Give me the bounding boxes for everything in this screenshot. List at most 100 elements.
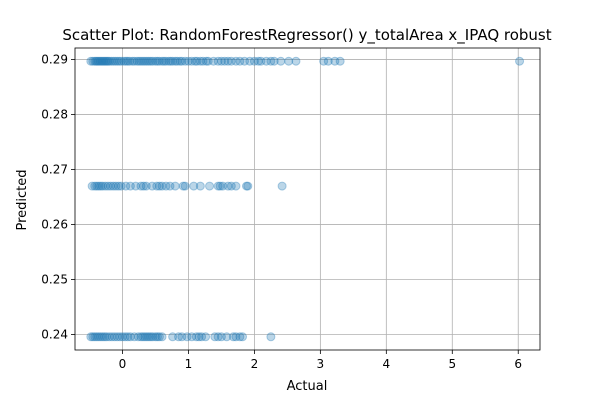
scatter-point	[90, 181, 100, 191]
scatter-point	[142, 56, 152, 66]
scatter-point	[139, 181, 149, 191]
scatter-point	[147, 181, 157, 191]
scatter-point	[112, 332, 122, 342]
scatter-point	[249, 56, 259, 66]
scatter-point	[170, 181, 180, 191]
x-tick-label: 3	[317, 357, 325, 371]
scatter-point	[148, 56, 158, 66]
x-tick-label: 6	[514, 357, 522, 371]
scatter-point	[172, 56, 182, 66]
scatter-point	[201, 332, 211, 342]
scatter-point	[94, 181, 104, 191]
scatter-point	[269, 56, 279, 66]
y-axis-label: Predicted	[15, 169, 30, 230]
scatter-point	[161, 181, 171, 191]
scatter-point	[116, 181, 126, 191]
scatter-point	[231, 181, 241, 191]
scatter-point	[98, 332, 108, 342]
scatter-point	[182, 332, 192, 342]
scatter-point	[187, 56, 197, 66]
scatter-point	[136, 56, 146, 66]
scatter-point	[197, 332, 207, 342]
scatter-point	[189, 181, 199, 191]
scatter-point	[256, 56, 266, 66]
scatter-point	[192, 56, 202, 66]
scatter-point	[223, 56, 233, 66]
scatter-point	[253, 56, 263, 66]
scatter-point	[177, 56, 187, 66]
scatter-point	[136, 181, 146, 191]
scatter-point	[104, 56, 114, 66]
scatter-point	[231, 56, 241, 66]
scatter-point	[213, 181, 223, 191]
scatter-point	[107, 332, 117, 342]
scatter-point	[114, 56, 124, 66]
scatter-point	[125, 56, 135, 66]
y-tick-label: 0.29	[41, 53, 68, 67]
scatter-point	[222, 332, 232, 342]
y-tick-label: 0.28	[41, 108, 68, 122]
scatter-point	[142, 332, 152, 342]
scatter-point	[319, 56, 329, 66]
scatter-point	[133, 332, 143, 342]
scatter-point	[110, 56, 120, 66]
scatter-point	[213, 56, 223, 66]
scatter-point	[94, 332, 104, 342]
scatter-point	[154, 56, 164, 66]
scatter-point	[108, 181, 118, 191]
scatter-point	[119, 56, 129, 66]
scatter-point	[226, 181, 236, 191]
scatter-point	[103, 56, 113, 66]
scatter-point	[108, 56, 118, 66]
scatter-point	[86, 332, 96, 342]
scatter-point	[174, 332, 184, 342]
scatter-point	[183, 56, 193, 66]
scatter-point	[144, 56, 154, 66]
scatter-point	[323, 56, 333, 66]
scatter-point	[140, 56, 150, 66]
scatter-point	[140, 332, 150, 342]
scatter-point	[168, 332, 178, 342]
scatter-point	[123, 56, 133, 66]
scatter-point	[240, 56, 250, 66]
chart-title: Scatter Plot: RandomForestRegressor() y_…	[62, 26, 551, 45]
scatter-point	[96, 332, 106, 342]
scatter-point	[154, 332, 164, 342]
x-tick-label: 4	[382, 357, 390, 371]
scatter-point	[213, 332, 223, 342]
scatter-point	[117, 332, 127, 342]
scatter-point	[194, 332, 204, 342]
scatter-point	[106, 56, 116, 66]
scatter-point	[284, 56, 294, 66]
scatter-point	[141, 181, 151, 191]
scatter-point	[90, 56, 100, 66]
scatter-point	[111, 181, 121, 191]
scatter-point	[226, 56, 236, 66]
scatter-point	[152, 56, 162, 66]
scatter-point	[150, 332, 160, 342]
y-tick-label: 0.27	[41, 163, 68, 177]
scatter-point	[241, 181, 251, 191]
scatter-point	[180, 56, 190, 66]
scatter-point	[96, 56, 106, 66]
scatter-point	[180, 181, 190, 191]
x-tick-label: 0	[119, 357, 127, 371]
scatter-point	[148, 332, 158, 342]
scatter-point	[228, 332, 238, 342]
scatter-point	[168, 56, 178, 66]
scatter-point	[146, 56, 156, 66]
scatter-point	[216, 56, 226, 66]
scatter-point	[205, 181, 215, 191]
scatter-point	[94, 56, 104, 66]
y-tick-label: 0.26	[41, 218, 68, 232]
scatter-point	[103, 181, 113, 191]
scatter-point	[277, 181, 287, 191]
scatter-point	[138, 56, 148, 66]
scatter-point	[209, 56, 219, 66]
scatter-point	[121, 181, 131, 191]
x-tick-label: 5	[448, 357, 456, 371]
scatter-point	[175, 56, 185, 66]
scatter-point	[238, 332, 248, 342]
scatter-point	[515, 56, 525, 66]
